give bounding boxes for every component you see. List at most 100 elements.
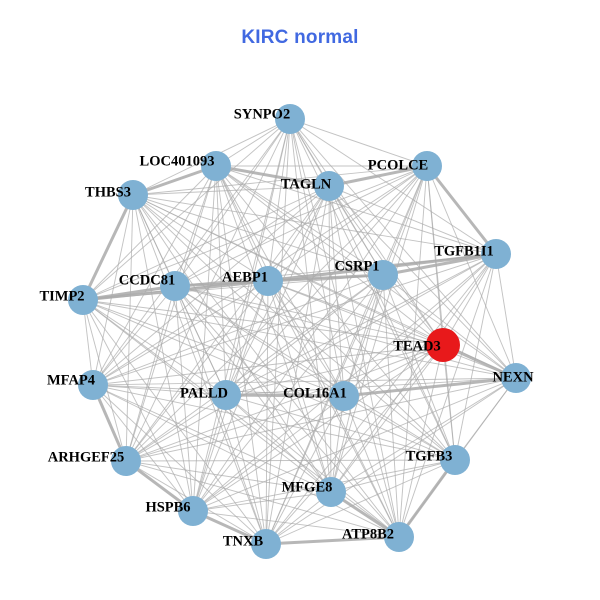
network-edge: [132, 194, 332, 493]
network-edge: [330, 253, 497, 493]
network-node-synpo2[interactable]: [275, 104, 305, 134]
network-edge: [225, 274, 384, 396]
network-edge: [174, 285, 227, 396]
network-node-csrp1[interactable]: [368, 260, 398, 290]
network-edge: [330, 377, 517, 493]
network-edge: [267, 165, 428, 282]
network-edge: [125, 460, 400, 538]
network-edge: [398, 253, 497, 538]
network-edge: [125, 394, 227, 462]
network-edge: [215, 165, 497, 255]
network-edge: [215, 165, 227, 396]
network-node-ccdc81[interactable]: [160, 271, 190, 301]
network-edge: [192, 185, 330, 512]
network-node-thbs3[interactable]: [118, 180, 148, 210]
network-node-tead3[interactable]: [426, 328, 460, 362]
network-edge: [92, 384, 456, 461]
network-edge: [328, 185, 400, 538]
network-edge: [267, 280, 517, 379]
network-edge: [82, 299, 227, 396]
network-edge: [289, 118, 345, 397]
network-edge: [225, 394, 456, 461]
network-edge: [125, 280, 269, 462]
network-node-palld[interactable]: [211, 380, 241, 410]
network-edge: [92, 384, 194, 512]
network-node-tgfb1i1[interactable]: [481, 239, 511, 269]
network-node-pcolce[interactable]: [412, 151, 442, 181]
network-edge: [382, 274, 456, 461]
network-edge: [215, 165, 400, 538]
network-edge: [225, 377, 517, 396]
network-edge: [125, 395, 345, 462]
network-edge: [125, 459, 456, 462]
network-edge: [192, 377, 517, 512]
network-edge: [442, 344, 456, 461]
page-title: KIRC normal: [241, 27, 359, 48]
network-edge: [92, 274, 384, 386]
network-node-mfap4[interactable]: [78, 370, 108, 400]
network-edge: [426, 165, 517, 379]
network-edge: [328, 185, 384, 276]
network-edge: [215, 164, 330, 188]
network-edge: [132, 194, 267, 545]
network-edge: [225, 394, 400, 538]
network-edge: [92, 344, 444, 386]
network-node-aebp1[interactable]: [253, 266, 283, 296]
network-edge: [289, 118, 428, 167]
network-node-tnxb[interactable]: [251, 529, 281, 559]
network-edge: [442, 253, 497, 346]
network-edge: [192, 510, 400, 538]
network-edge: [82, 299, 444, 346]
network-node-nexn[interactable]: [501, 363, 531, 393]
network-node-arhgef25[interactable]: [111, 446, 141, 476]
network-edge: [265, 535, 400, 546]
network-edge: [328, 164, 428, 188]
network-edge: [82, 284, 176, 302]
network-edge: [82, 165, 428, 301]
network-edge: [132, 194, 384, 276]
network-node-tagln[interactable]: [314, 171, 344, 201]
network-edge: [343, 376, 517, 398]
network-edge: [495, 253, 517, 379]
network-edge: [265, 459, 456, 545]
network-edge: [174, 285, 345, 397]
network-edge: [132, 194, 456, 461]
network-edge: [265, 395, 345, 545]
network-node-atp8b2[interactable]: [384, 522, 414, 552]
network-edge: [289, 118, 497, 255]
network-edge: [125, 344, 444, 462]
network-node-mfge8[interactable]: [316, 477, 346, 507]
network-edge: [92, 384, 332, 493]
network-edge: [174, 285, 456, 461]
network-edge: [330, 459, 456, 493]
network-edge: [125, 274, 384, 462]
network-node-hspb6[interactable]: [178, 496, 208, 526]
network-edge: [92, 384, 227, 396]
network-edge: [425, 165, 498, 255]
network-edge: [330, 344, 444, 493]
network-edge: [267, 280, 345, 397]
network-edge: [192, 165, 217, 512]
network-edge: [82, 299, 456, 461]
network-edge: [192, 274, 384, 512]
network-node-timp2[interactable]: [68, 285, 98, 315]
network-edge: [82, 299, 332, 493]
network-edge: [132, 194, 345, 397]
network-edge: [82, 185, 330, 301]
network-edge: [192, 344, 444, 512]
network-node-loc401093[interactable]: [201, 151, 231, 181]
network-edge: [92, 377, 517, 386]
network-edge: [454, 253, 497, 461]
network-node-tgfb3[interactable]: [440, 445, 470, 475]
network-edge: [343, 395, 456, 461]
network-edge: [174, 185, 330, 287]
network-node-col16a1[interactable]: [329, 381, 359, 411]
network-edge: [192, 395, 345, 512]
network-edge: [225, 344, 444, 396]
network-edge: [174, 285, 194, 512]
network-edge: [215, 165, 269, 282]
network-edge: [225, 280, 269, 396]
network-edge: [174, 253, 497, 287]
